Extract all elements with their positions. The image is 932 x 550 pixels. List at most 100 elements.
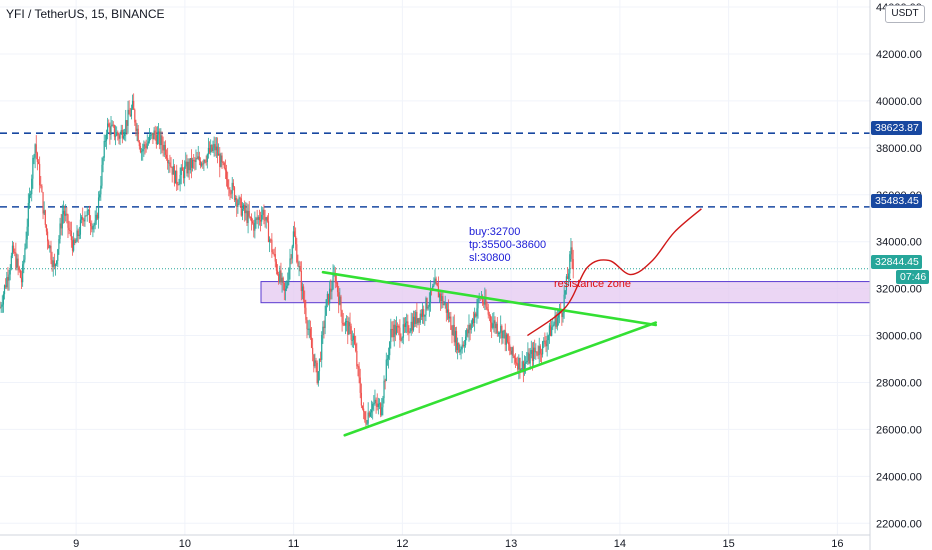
candle-body bbox=[468, 324, 470, 334]
candle-body bbox=[358, 366, 360, 378]
candle-body bbox=[128, 109, 130, 115]
candle-body bbox=[452, 324, 454, 335]
candle-body bbox=[455, 331, 458, 351]
candle-body bbox=[173, 165, 176, 184]
candle-body bbox=[8, 274, 10, 281]
candle-body bbox=[429, 288, 432, 303]
candle-body bbox=[59, 223, 61, 240]
candle-body bbox=[380, 403, 382, 416]
candle-body bbox=[502, 330, 504, 339]
candle-body bbox=[289, 258, 291, 270]
candle-body bbox=[288, 269, 290, 282]
x-tick-label: 9 bbox=[73, 538, 79, 550]
candle-body bbox=[464, 336, 467, 346]
candle-body bbox=[65, 213, 67, 216]
candle-body bbox=[537, 354, 539, 356]
candle-body bbox=[411, 321, 413, 331]
candle-body bbox=[96, 214, 99, 219]
trendline-upper bbox=[321, 270, 658, 327]
candle-body bbox=[471, 318, 473, 325]
candle-body bbox=[503, 330, 505, 332]
candle-body bbox=[425, 298, 427, 316]
y-tick-label: 34000.00 bbox=[876, 237, 922, 249]
candle-body bbox=[130, 108, 133, 117]
candle-body bbox=[197, 156, 199, 159]
candle-body bbox=[481, 297, 484, 303]
candle-body bbox=[339, 296, 341, 305]
candle-body bbox=[23, 259, 25, 265]
candle-body bbox=[443, 304, 445, 306]
candle-body bbox=[164, 144, 166, 155]
candle-body bbox=[392, 329, 394, 338]
candle-body bbox=[12, 245, 15, 253]
currency-button[interactable]: USDT bbox=[885, 5, 925, 23]
candle-body bbox=[414, 316, 416, 324]
candle-body bbox=[57, 249, 59, 261]
candle-body bbox=[529, 353, 531, 364]
candle-body bbox=[397, 326, 399, 328]
candle-body bbox=[255, 218, 257, 220]
candle-body bbox=[353, 335, 356, 345]
candle-body bbox=[407, 321, 409, 333]
candle-body bbox=[144, 144, 146, 147]
candle-body bbox=[206, 154, 208, 163]
candle-body bbox=[101, 164, 103, 186]
candle-body bbox=[235, 197, 237, 201]
candle-body bbox=[254, 219, 256, 231]
candle-body bbox=[147, 141, 149, 144]
candle-body bbox=[525, 362, 527, 364]
candle-body bbox=[458, 342, 460, 353]
candle-body bbox=[399, 327, 401, 341]
candle-body bbox=[420, 313, 423, 317]
candle-body bbox=[19, 270, 21, 278]
candle-body bbox=[198, 156, 200, 162]
candle-body bbox=[32, 157, 34, 179]
candle-body bbox=[509, 344, 511, 351]
candle-body bbox=[2, 294, 4, 305]
candle-body bbox=[165, 154, 168, 159]
candle-body bbox=[351, 339, 353, 341]
candle-body bbox=[250, 216, 253, 222]
candle-body bbox=[300, 270, 302, 292]
candle-body bbox=[451, 329, 453, 335]
candle-body bbox=[344, 321, 347, 326]
candle-body bbox=[67, 214, 69, 228]
candle-body bbox=[56, 260, 58, 265]
candle-body bbox=[491, 322, 493, 328]
candle-body bbox=[391, 328, 393, 330]
candle-body bbox=[441, 296, 443, 302]
candle-body bbox=[472, 318, 475, 323]
trendline-lower bbox=[343, 321, 658, 437]
candle-body bbox=[349, 322, 351, 327]
candle-body bbox=[394, 324, 396, 335]
candle-body bbox=[381, 407, 383, 416]
candle-body bbox=[236, 197, 238, 207]
candle-body bbox=[505, 334, 507, 345]
candle-body bbox=[246, 210, 248, 224]
candle-body bbox=[60, 223, 62, 229]
candle-body bbox=[310, 337, 313, 348]
candle-body bbox=[545, 344, 547, 347]
candle-body bbox=[41, 185, 43, 193]
candle-body bbox=[460, 349, 462, 351]
candle-body bbox=[272, 252, 274, 254]
chart-title: YFI / TetherUS, 15, BINANCE bbox=[6, 7, 165, 21]
candle-body bbox=[157, 131, 160, 135]
candle-body bbox=[377, 403, 379, 407]
candle-body bbox=[20, 277, 23, 283]
candle-body bbox=[258, 217, 261, 221]
candle-body bbox=[400, 340, 402, 342]
candle-body bbox=[498, 332, 501, 334]
candle-body bbox=[398, 326, 400, 328]
candle-body bbox=[402, 324, 404, 338]
candle-body bbox=[233, 187, 236, 201]
candle-body bbox=[150, 134, 152, 136]
candle-body bbox=[350, 326, 352, 340]
candle-body bbox=[444, 303, 446, 305]
candle-body bbox=[375, 399, 377, 404]
candle-body bbox=[489, 315, 492, 323]
candle-body bbox=[134, 109, 136, 123]
candle-body bbox=[48, 241, 50, 249]
candle-body bbox=[177, 184, 179, 186]
